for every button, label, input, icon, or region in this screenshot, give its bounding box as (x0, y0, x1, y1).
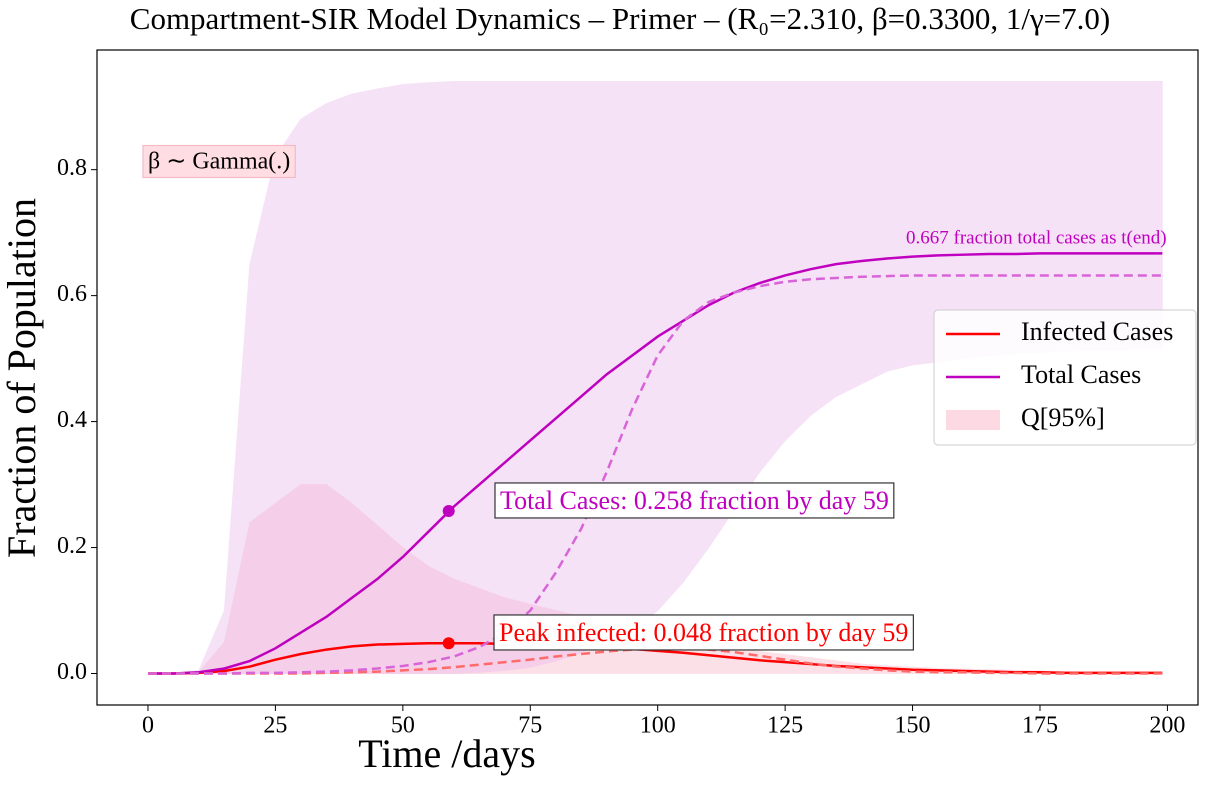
legend-label: Q[95%] (1021, 403, 1105, 432)
annotation: β ∼ Gamma(.) (142, 144, 296, 179)
x-tick-label: 175 (1022, 713, 1058, 739)
y-axis-label: Fraction of Population (0, 198, 44, 558)
x-tick-label: 100 (640, 713, 676, 739)
line (147, 252, 1163, 675)
marker (442, 505, 455, 518)
legend-label: Total Cases (1021, 360, 1141, 389)
legend-label: Infected Cases (1021, 317, 1173, 346)
x-tick-label: 75 (518, 713, 542, 739)
x-tick-label: 0 (142, 713, 154, 739)
annotation: Peak infected: 0.048 fraction by day 59 (493, 614, 914, 651)
plot-frame (96, 49, 1199, 706)
y-tick-label: 0.4 (57, 407, 87, 433)
y-tick-label: 0.8 (57, 155, 87, 181)
confidence-band (147, 80, 1163, 675)
y-tick-label: 0.6 (57, 281, 87, 307)
x-tick-label: 150 (895, 713, 931, 739)
confidence-band (147, 484, 1163, 675)
annotation-box (494, 482, 895, 519)
y-tick-label: 0.2 (57, 533, 87, 559)
x-tick-label: 50 (391, 713, 415, 739)
legend-swatch (946, 410, 1000, 430)
annotation-text: Peak infected: 0.048 fraction by day 59 (499, 618, 908, 647)
x-tick-label: 125 (767, 713, 803, 739)
annotation-text: Total Cases: 0.258 fraction by day 59 (500, 486, 889, 515)
annotation-box (142, 144, 296, 179)
annotation: 0.667 fraction total cases as t(end) (906, 227, 1167, 248)
x-tick-label: 25 (263, 713, 287, 739)
annotation: Total Cases: 0.258 fraction by day 59 (494, 482, 895, 519)
chart-title: Compartment-SIR Model Dynamics – Primer … (130, 1, 1110, 36)
annotation-text: β ∼ Gamma(.) (148, 149, 290, 175)
annotation-box (493, 614, 914, 651)
marker (442, 637, 455, 650)
x-axis-label: Time /days (358, 731, 535, 776)
y-tick-label: 0.0 (57, 659, 87, 685)
x-tick-label: 200 (1149, 713, 1185, 739)
dashed-line (147, 274, 1163, 675)
annotation-text: 0.667 fraction total cases as t(end) (906, 227, 1167, 248)
line (147, 642, 1163, 675)
